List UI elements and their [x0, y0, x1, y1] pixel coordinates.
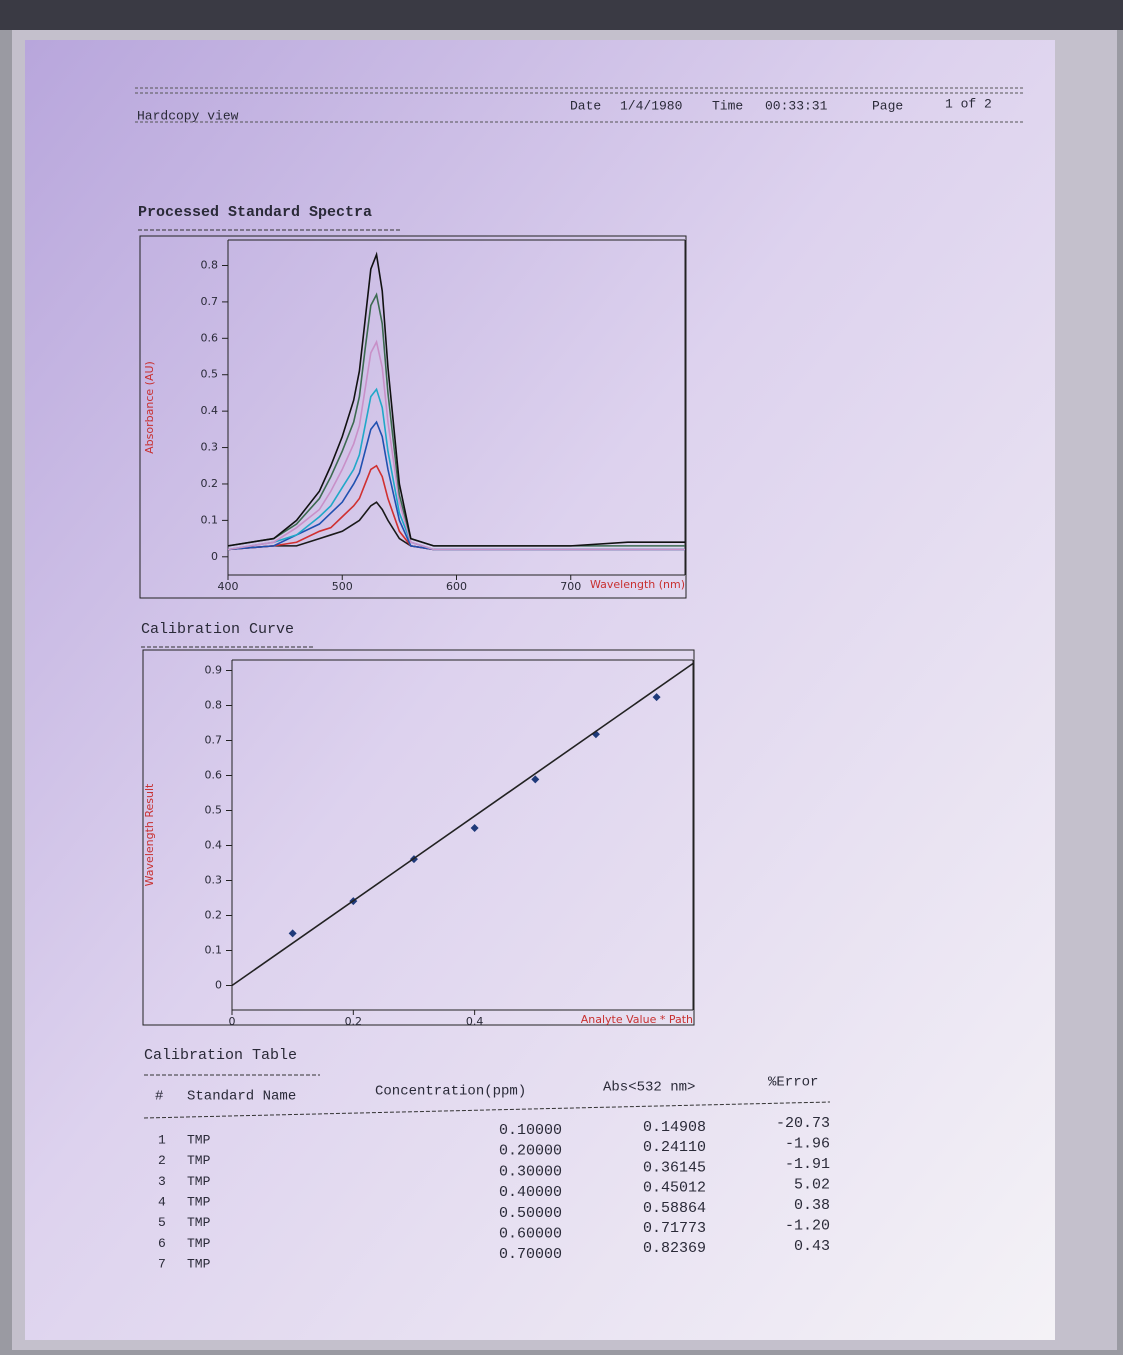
x-tick-label: 600	[446, 580, 467, 593]
chart-title: Processed Standard Spectra	[138, 204, 372, 221]
header-time: 00:33:31	[765, 98, 828, 113]
table-cell: 0.70000	[499, 1246, 562, 1263]
y-tick-label: 0.4	[205, 839, 223, 852]
y-tick-label: 0	[211, 550, 218, 563]
table-cell: 0.38	[794, 1197, 830, 1214]
column-header: #	[155, 1089, 163, 1105]
table-cell: 2	[158, 1153, 166, 1168]
y-tick-label: 0.5	[205, 804, 223, 817]
table-cell: TMP	[187, 1195, 211, 1210]
y-tick-label: 0.3	[201, 441, 219, 454]
chart-title: Calibration Curve	[141, 621, 294, 638]
x-tick-label: 0.2	[345, 1015, 363, 1028]
y-axis-label: Wavelength Result	[143, 783, 156, 886]
data-point	[531, 775, 540, 784]
table-cell: 7	[158, 1257, 166, 1272]
table-cell: TMP	[187, 1153, 211, 1168]
y-tick-label: 0.8	[201, 258, 219, 271]
column-header: Abs<532 nm>	[603, 1080, 695, 1096]
x-tick-label: 700	[560, 580, 581, 593]
header-page-label: Page	[872, 98, 903, 113]
series-line	[227, 339, 685, 551]
table-cell: 0.82369	[643, 1240, 706, 1257]
table-cell: 0.40000	[499, 1184, 562, 1201]
table-cell: TMP	[187, 1132, 211, 1147]
table-cell: -1.20	[785, 1217, 830, 1234]
table-cell: 0.14908	[643, 1119, 706, 1136]
y-tick-label: 0.1	[201, 513, 219, 526]
table-rule	[143, 1101, 831, 1119]
x-tick-label: 0.4	[466, 1015, 484, 1028]
table-cell: 0.20000	[499, 1143, 562, 1160]
header-left: Hardcopy view	[137, 108, 239, 123]
table-cell: 0.71773	[643, 1220, 706, 1237]
table-title: Calibration Table	[144, 1047, 297, 1064]
table-cell: TMP	[187, 1215, 211, 1230]
series-line	[231, 662, 694, 987]
y-tick-label: 0.2	[205, 909, 223, 922]
table-cell: 3	[158, 1174, 166, 1189]
y-tick-label: 0.9	[205, 664, 223, 677]
table-cell: 0.43	[794, 1238, 830, 1255]
data-point	[288, 929, 297, 938]
y-tick-label: 0.6	[205, 769, 223, 782]
table-cell: 5.02	[794, 1176, 830, 1193]
monitor-bezel	[0, 0, 1123, 30]
table-cell: 0.50000	[499, 1205, 562, 1222]
y-tick-label: 0.8	[205, 699, 223, 712]
y-tick-label: 0.2	[201, 477, 219, 490]
y-axis-label: Absorbance (AU)	[143, 361, 156, 454]
table-cell: -20.73	[776, 1115, 830, 1132]
table-cell: 0.36145	[643, 1159, 706, 1176]
y-tick-label: 0.1	[205, 944, 223, 957]
y-tick-label: 0.7	[205, 734, 223, 747]
table-cell: TMP	[187, 1257, 211, 1272]
series-line	[227, 251, 685, 547]
table-cell: -1.91	[785, 1156, 830, 1173]
header-page: 1 of 2	[945, 96, 992, 111]
x-tick-label: 400	[218, 580, 239, 593]
column-header: %Error	[768, 1075, 818, 1091]
table-cell: 5	[158, 1215, 166, 1230]
table-cell: TMP	[187, 1174, 211, 1189]
table-cell: 0.10000	[499, 1122, 562, 1139]
table-cell: 0.24110	[643, 1139, 706, 1156]
data-point	[470, 824, 479, 832]
table-cell: TMP	[187, 1236, 211, 1251]
y-tick-label: 0.4	[201, 404, 219, 417]
column-header: Concentration(ppm)	[375, 1084, 526, 1100]
header-time-label: Time	[712, 98, 743, 113]
table: # Standard Name Concentration(ppm) Abs<532 …	[155, 1075, 830, 1272]
y-tick-label: 0.3	[205, 874, 223, 887]
y-tick-label: 0.5	[201, 368, 219, 381]
table-cell: 6	[158, 1236, 166, 1251]
paper	[25, 40, 1055, 1340]
header-date: 1/4/1980	[620, 98, 682, 113]
chart-frame	[139, 235, 687, 599]
x-tick-label: 500	[332, 580, 353, 593]
chart-frame	[142, 649, 695, 1026]
data-point	[652, 693, 661, 702]
column-header: Standard Name	[187, 1089, 296, 1105]
y-tick-label: 0	[215, 979, 222, 992]
table-cell: -1.96	[785, 1135, 830, 1152]
table-cell: 0.30000	[499, 1163, 562, 1180]
table-cell: 0.60000	[499, 1225, 562, 1242]
table-cell: 0.58864	[643, 1200, 706, 1217]
x-axis-label: Analyte Value * Path	[581, 1013, 693, 1026]
header-date-label: Date	[570, 98, 601, 113]
x-axis-label: Wavelength (nm)	[590, 578, 685, 591]
y-tick-label: 0.7	[201, 295, 219, 308]
table-cell: 1	[158, 1132, 166, 1147]
table-cell: 4	[158, 1195, 166, 1210]
y-tick-label: 0.6	[201, 331, 219, 344]
table-cell: 0.45012	[643, 1180, 706, 1197]
x-tick-label: 0	[229, 1015, 236, 1028]
